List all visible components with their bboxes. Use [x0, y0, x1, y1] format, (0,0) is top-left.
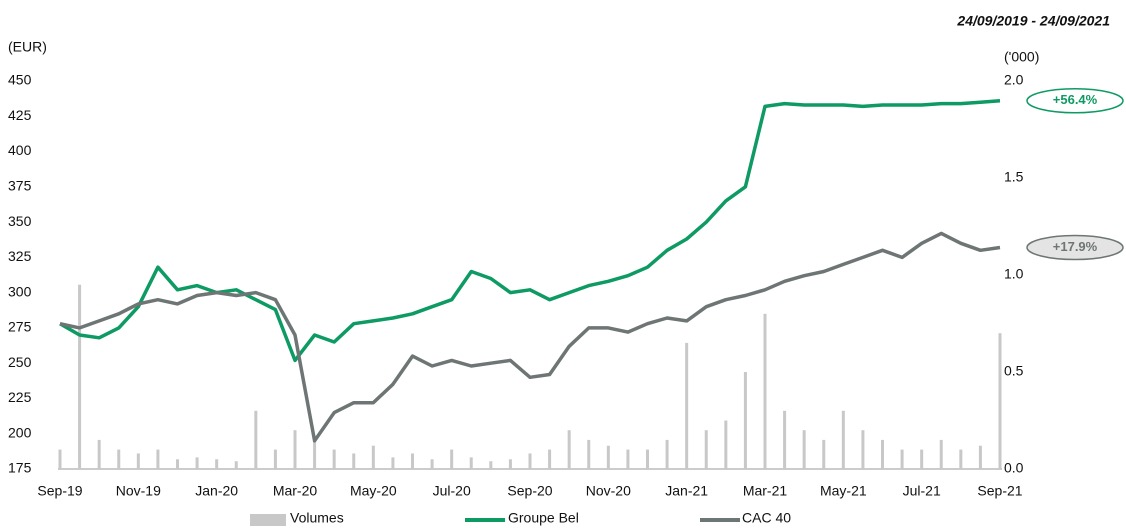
volume-bar: [293, 430, 297, 469]
y-tick-label: 225: [8, 389, 32, 405]
volume-bar: [626, 449, 630, 469]
price-line: [59, 231, 1001, 443]
volume-bar: [939, 439, 943, 469]
volume-bar: [646, 449, 649, 469]
legend-swatch: [250, 514, 286, 526]
x-tick-label: Jan-20: [195, 483, 238, 499]
date-range: 24/09/2019 - 24/09/2021: [956, 13, 1110, 29]
y-tick-label: 325: [8, 248, 32, 264]
price-line: [59, 99, 1001, 363]
volume-bar: [665, 439, 669, 469]
y2-tick-label: 2.0: [1004, 72, 1024, 88]
x-tick-label: May-21: [820, 483, 867, 499]
volume-bar: [606, 445, 610, 469]
volume-bar: [743, 372, 747, 469]
x-tick-label: Nov-19: [116, 483, 161, 499]
volume-bar: [528, 453, 532, 469]
volume-bar: [78, 284, 82, 469]
volume-bar: [998, 333, 1002, 469]
volume-bar: [195, 457, 199, 469]
y2-tick-label: 1.5: [1004, 169, 1024, 185]
volume-bar: [763, 313, 767, 469]
legend-label: Volumes: [290, 510, 344, 526]
volume-bar: [156, 449, 160, 469]
volume-bar: [724, 420, 728, 469]
y-tick-label: 200: [8, 424, 32, 440]
volume-bar: [587, 439, 591, 469]
y-tick-label: 275: [8, 319, 32, 335]
volume-bar: [920, 449, 924, 469]
volume-bar: [489, 461, 493, 469]
x-tick-label: Sep-20: [507, 483, 552, 499]
volume-bar: [783, 410, 787, 469]
volume-bar: [469, 457, 473, 469]
volume-bar: [978, 445, 982, 469]
volume-bar: [508, 459, 512, 469]
volume-bar: [900, 449, 904, 469]
x-tick-label: Jul-20: [433, 483, 471, 499]
y-tick-label: 375: [8, 178, 32, 194]
change-label: +56.4%: [1053, 92, 1098, 107]
volume-bar: [881, 439, 884, 469]
x-tick-label: Sep-21: [977, 483, 1022, 499]
x-tick-label: May-20: [350, 483, 397, 499]
volume-bar: [411, 453, 414, 469]
y-tick-label: 350: [8, 213, 32, 229]
volume-bar: [685, 342, 689, 469]
volume-bar: [332, 449, 336, 469]
y-tick-label: 425: [8, 107, 32, 123]
x-tick-label: Jan-21: [665, 483, 708, 499]
volume-bar: [117, 449, 121, 469]
y-tick-label: 450: [8, 72, 32, 88]
volume-bar: [802, 430, 806, 469]
y2-tick-label: 1.0: [1004, 266, 1024, 282]
x-tick-label: Sep-19: [37, 483, 82, 499]
volume-bar: [548, 449, 552, 469]
volume-bar: [959, 449, 963, 469]
volume-bar: [234, 461, 238, 469]
y-tick-label: 250: [8, 354, 32, 370]
volume-bar: [822, 439, 826, 469]
x-tick-label: Jul-21: [903, 483, 941, 499]
volume-bar: [391, 457, 395, 469]
change-badge: [1026, 88, 1124, 114]
legend-label: Groupe Bel: [508, 510, 579, 526]
volume-bar: [371, 445, 375, 469]
volume-bar: [58, 449, 62, 469]
y2-axis-label: ('000): [1004, 49, 1039, 65]
legend-label: CAC 40: [742, 510, 791, 526]
y-axis-label: (EUR): [8, 39, 47, 55]
y-tick-label: 300: [8, 283, 32, 299]
volume-bar: [136, 453, 140, 469]
volume-bar: [430, 459, 434, 469]
x-tick-label: Mar-21: [743, 483, 788, 499]
x-tick-label: Nov-20: [586, 483, 631, 499]
volume-bar: [450, 449, 454, 469]
volume-bar: [313, 439, 317, 469]
volume-bar: [215, 459, 219, 469]
volume-bar: [273, 449, 277, 469]
y-tick-label: 175: [8, 460, 32, 476]
volume-bar: [254, 410, 258, 469]
volume-bar: [352, 453, 356, 469]
volume-bar: [176, 459, 179, 469]
change-label: +17.9%: [1053, 239, 1098, 254]
x-tick-label: Mar-20: [273, 483, 318, 499]
volume-bar: [97, 439, 101, 469]
y2-tick-label: 0.5: [1004, 363, 1024, 379]
y2-tick-label: 0.0: [1004, 460, 1024, 476]
volume-bar: [861, 430, 865, 469]
volume-bar: [841, 410, 845, 469]
volume-bar: [567, 430, 571, 469]
change-badge: [1026, 234, 1124, 261]
volume-bar: [704, 430, 708, 469]
y-tick-label: 400: [8, 142, 32, 158]
